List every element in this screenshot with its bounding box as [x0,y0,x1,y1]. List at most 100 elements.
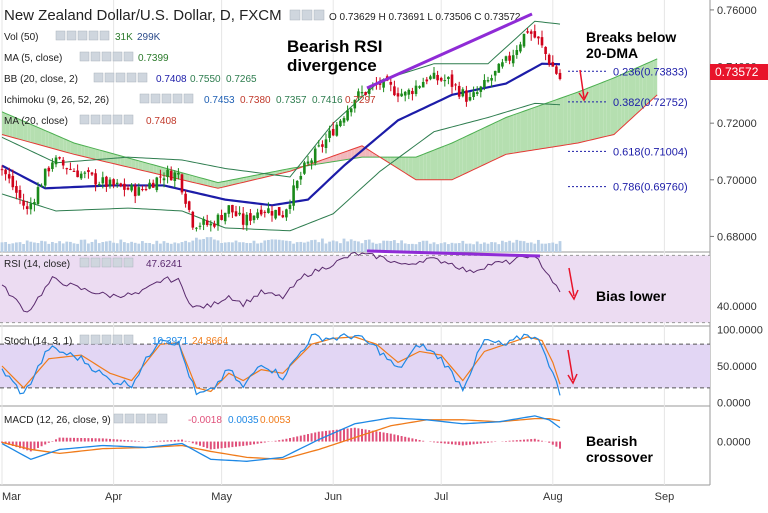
candle-body [436,74,439,81]
volume-bar [382,240,385,252]
add-button[interactable] [313,9,325,21]
cloud-segment [578,90,582,143]
candle-body [519,44,522,52]
cloud-segment [585,87,589,142]
cloud-segment [221,181,226,188]
candle-body [252,215,256,221]
candle-body [353,99,357,109]
volume-bar [101,242,105,252]
volume-bar [141,241,144,252]
volume-bar [418,241,421,252]
cloud-segment [153,164,157,174]
legend-ichimoku-v1: 0.7453 [204,95,235,106]
candle-body [357,91,360,98]
legend-vol-v2: 299K [137,32,161,43]
legend-bb-v2: 0.7550 [190,74,221,85]
volume-bar [540,243,544,252]
candle-body [504,56,508,61]
cloud-segment [459,137,463,177]
candle-body [223,212,227,222]
candle-body [288,204,292,210]
header-buttons[interactable] [289,9,325,21]
cloud-segment [581,89,586,143]
price-pane: 0.236(0.73833) 0.382(0.72752) 0.618(0.7100… [0,20,688,252]
candle-body [490,78,493,81]
volume-bar [450,242,454,252]
volume-bar [241,242,245,252]
settings-button[interactable] [289,9,301,21]
cloud-segment [27,122,31,143]
legend-ichimoku-buttons[interactable] [139,93,194,104]
candle-body [418,86,421,88]
legend-stoch: Stoch (14, 3, 1) 10.3971 24.8664 [4,334,229,347]
cloud-segment [48,132,53,149]
bb-lower-band [1,102,561,232]
volume-bar [357,241,360,252]
volume-bar [227,242,231,252]
candle-body [90,172,94,175]
cloud-segment [448,142,452,180]
candle-body [439,77,443,81]
candle-body [529,31,533,34]
volume-bar [180,242,184,252]
fib-label: 0.618(0.71004) [613,146,688,158]
candle-body [245,214,249,226]
volume-bar [393,240,396,252]
legend-ma20-buttons[interactable] [79,114,134,125]
legend-ma20-v1: 0.7408 [146,116,177,127]
volume-bar [324,243,328,252]
legend-macd-v3: 0.0053 [260,415,291,426]
cloud-segment [408,157,413,178]
candle-body [443,80,447,82]
volume-bar [389,240,393,252]
ohlc-values: O 0.73629 H 0.73691 L 0.73506 C 0.73572 [329,12,521,23]
volume-bar [403,243,407,252]
legend-ichimoku-label: Ichimoku (9, 26, 52, 26) [4,95,109,106]
legend-macd-buttons[interactable] [113,413,168,424]
cloud-segment [527,108,532,151]
cloud-segment [38,127,42,146]
eye-button[interactable] [301,9,313,21]
candle-body [432,72,436,79]
cloud-segment [574,92,578,144]
volume-bar [263,240,267,252]
volume-bar [551,242,555,252]
divergence-annotation: Bearish RSI divergence [287,12,533,90]
instrument-title: New Zealand Dollar/U.S. Dollar, D, FXCM [4,7,282,24]
legend-stoch-label: Stoch (14, 3, 1) [4,336,72,347]
volume-bar [205,237,209,252]
breaks-arrow-head [578,91,589,102]
candle-body [184,193,187,204]
cloud-segment [484,126,488,165]
volume-bar [432,242,436,252]
legend-bb: BB (20, close, 2) 0.7408 0.7550 0.7265 [4,72,257,85]
legend-rsi-buttons[interactable] [79,257,134,268]
legend-ichimoku-v3: 0.7357 [276,95,307,106]
volume-bar [72,243,76,252]
price-tick-label: 0.68000 [717,231,757,243]
stoch-arrow-annotation [567,349,578,385]
candle-body [61,159,65,166]
candle-body [270,211,274,216]
cloud-segment [30,124,35,144]
candle-body [511,55,515,64]
volume-bar [465,243,468,252]
current-price-value: 0.73572 [715,65,759,79]
candle-body [465,90,468,102]
legend-ma20-label: MA (20, close) [4,116,68,127]
cloud-segment [120,155,125,167]
candle-body [234,211,238,217]
volume-bar [529,242,533,252]
volume-bar [223,242,227,252]
cloud-segment [488,124,492,163]
legend-vol-buttons[interactable] [55,30,110,41]
fib-label: 0.236(0.73833) [613,66,688,78]
month-label: Mar [2,491,21,503]
cloud-segment [556,98,560,147]
legend-ma5-buttons[interactable] [79,51,134,62]
legend-bb-buttons[interactable] [93,72,148,83]
candle-body [173,172,177,181]
volume-bar [187,242,191,252]
legend-stoch-buttons[interactable] [79,334,134,345]
candle-body [382,79,385,88]
